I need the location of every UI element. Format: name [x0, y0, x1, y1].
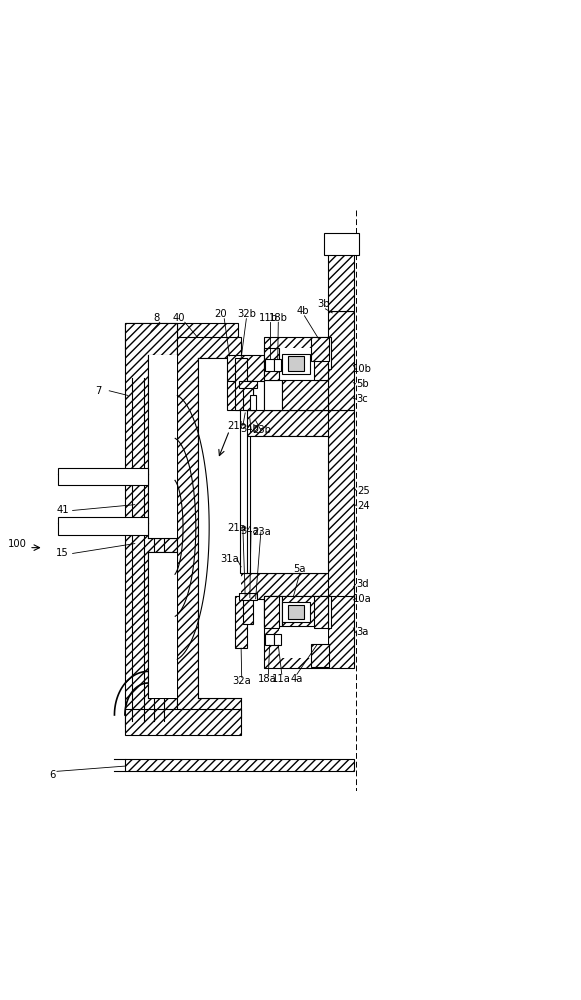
Bar	[198, 358, 241, 698]
Bar	[264, 596, 328, 668]
Text: 3d: 3d	[356, 579, 369, 589]
Text: 24: 24	[357, 501, 370, 511]
Bar	[240, 410, 247, 573]
Bar	[328, 410, 354, 599]
Text: 11a: 11a	[272, 674, 290, 684]
Bar	[324, 233, 359, 255]
Bar	[279, 628, 328, 658]
Text: 4b: 4b	[297, 306, 310, 316]
Polygon shape	[125, 323, 177, 727]
Bar	[148, 355, 177, 538]
Bar	[314, 348, 328, 380]
Bar	[250, 395, 256, 410]
Text: 31a: 31a	[221, 554, 239, 564]
Bar	[282, 602, 310, 622]
Bar	[125, 759, 354, 771]
Bar	[239, 381, 257, 388]
Text: 3b: 3b	[317, 299, 329, 309]
Bar	[311, 644, 329, 667]
Bar	[250, 436, 328, 573]
Text: 15: 15	[56, 548, 69, 558]
Bar	[243, 595, 253, 624]
Bar	[279, 348, 314, 380]
Bar	[328, 311, 354, 410]
Bar	[58, 468, 148, 485]
Bar	[125, 709, 241, 735]
Bar	[279, 380, 328, 410]
Text: 6: 6	[49, 770, 55, 780]
Text: 40: 40	[173, 313, 185, 323]
Text: 34a: 34a	[241, 526, 259, 536]
Bar	[288, 605, 304, 619]
Text: 5b: 5b	[356, 379, 369, 389]
Bar	[314, 596, 328, 628]
Text: 23a: 23a	[252, 527, 271, 537]
Polygon shape	[177, 337, 241, 718]
Text: 20: 20	[214, 309, 227, 319]
Bar	[177, 323, 238, 355]
Bar	[235, 596, 247, 648]
Bar	[264, 596, 279, 628]
Bar	[274, 359, 281, 371]
Bar	[282, 380, 328, 410]
Text: 8: 8	[154, 313, 160, 323]
Bar	[227, 410, 346, 436]
Bar	[327, 337, 331, 369]
Text: 3a: 3a	[356, 627, 369, 637]
Text: 5a: 5a	[293, 564, 306, 574]
Text: 7: 7	[96, 386, 102, 396]
Bar	[265, 359, 274, 371]
Text: 11b: 11b	[259, 313, 278, 323]
Text: 3c: 3c	[357, 394, 368, 404]
Bar	[279, 596, 314, 628]
Bar	[227, 381, 253, 410]
Text: 23b: 23b	[252, 425, 271, 435]
Bar	[243, 381, 253, 410]
Text: 41: 41	[56, 505, 69, 515]
Text: 18b: 18b	[269, 313, 288, 323]
Text: 4a: 4a	[290, 674, 303, 684]
Bar	[327, 596, 331, 628]
Bar	[264, 337, 328, 410]
Text: 21a: 21a	[228, 523, 246, 533]
Bar	[58, 517, 148, 535]
Bar	[274, 634, 281, 645]
Bar	[288, 356, 304, 371]
Text: 32b: 32b	[237, 309, 256, 319]
Bar	[148, 552, 177, 698]
Text: 21b: 21b	[228, 421, 246, 431]
Bar	[328, 596, 354, 668]
Text: 10a: 10a	[353, 594, 372, 604]
Bar	[235, 358, 247, 410]
Bar	[227, 573, 346, 599]
Text: 32a: 32a	[232, 676, 251, 686]
Bar	[282, 354, 310, 374]
Text: 10b: 10b	[353, 364, 372, 374]
Text: 25: 25	[357, 486, 370, 496]
Bar	[227, 355, 264, 381]
Bar	[311, 337, 329, 361]
Bar	[239, 593, 257, 600]
Bar	[328, 253, 354, 311]
Bar	[264, 380, 282, 410]
Bar	[282, 596, 328, 626]
Bar	[265, 634, 274, 645]
Bar	[125, 323, 177, 355]
Text: 18a: 18a	[258, 674, 277, 684]
Text: 100: 100	[8, 539, 27, 549]
Bar	[264, 348, 279, 380]
Bar	[264, 596, 282, 626]
Text: 34b: 34b	[241, 424, 259, 434]
